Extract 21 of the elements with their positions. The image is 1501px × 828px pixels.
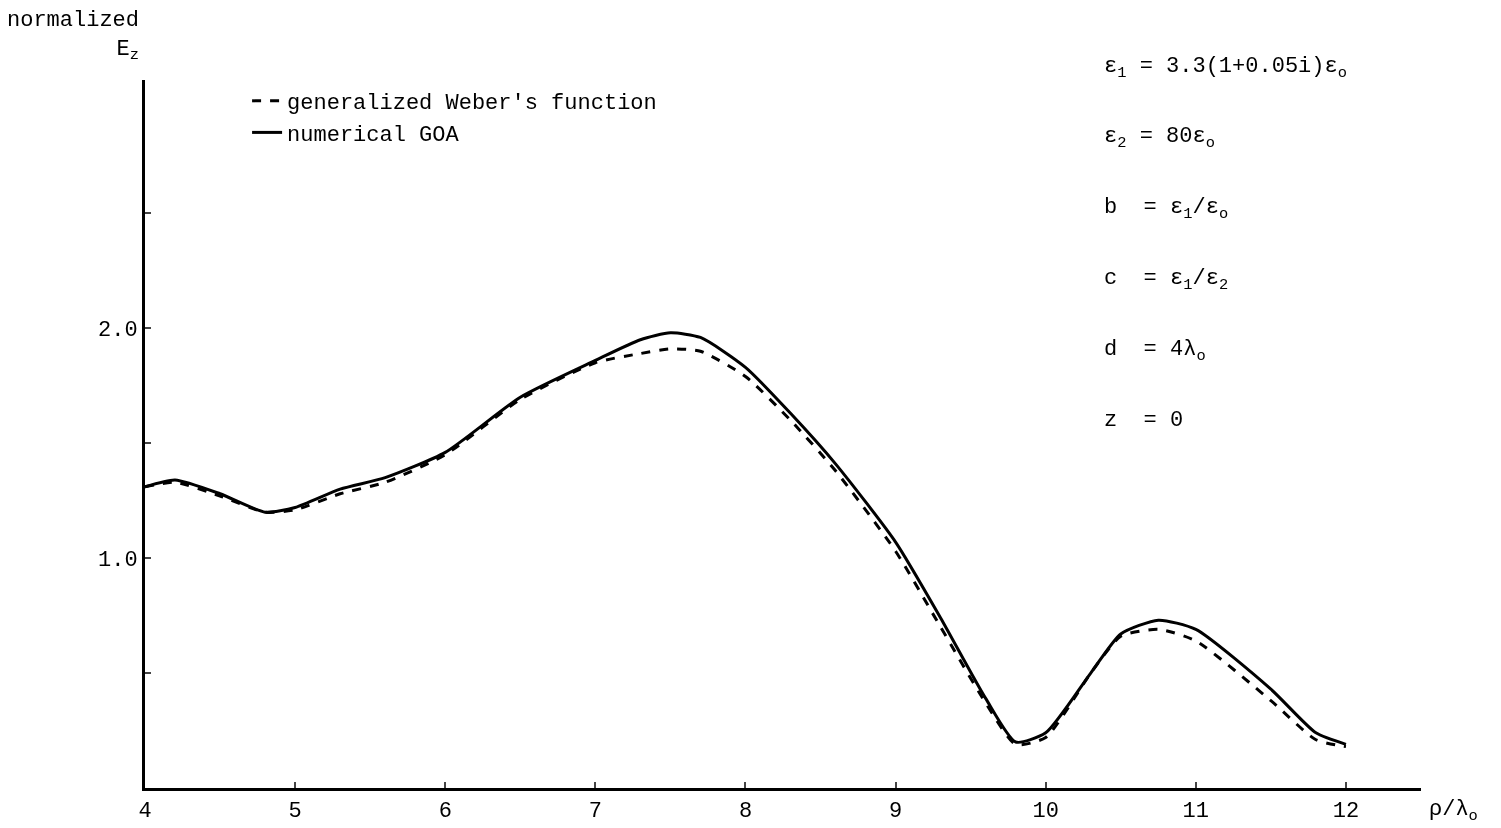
x-tick-label: 4 <box>138 799 152 825</box>
x-tick-label: 11 <box>1182 799 1210 825</box>
x-tick-label: 5 <box>288 799 302 825</box>
x-tick-label: 7 <box>588 799 602 825</box>
y-axis-title: normalized E$_{z}$ <box>7 8 140 65</box>
annotation: d = 4λ$_{o}$ <box>1104 337 1206 365</box>
y-tick-label: 2.0 <box>97 317 138 343</box>
legend-label: generalized Weber's function <box>287 91 657 117</box>
x-tick-label: 12 <box>1332 799 1360 825</box>
legend-label: numerical GOA <box>287 122 460 148</box>
x-axis-title: ρ/λ$_{o}$ <box>1429 797 1478 825</box>
annotation: b = ε$_{1}$/ε$_{o}$ <box>1104 195 1229 223</box>
x-tick-label: 9 <box>888 799 903 825</box>
annotation: ε$_{2}$ = 80ε$_{o}$ <box>1104 124 1215 152</box>
x-tick-label: 10 <box>1032 799 1059 825</box>
annotation: z = 0 <box>1104 408 1184 433</box>
x-tick-label: 8 <box>738 799 753 825</box>
annotation: ε$_{1}$ = 3.3(1+0.05i)ε$_{o}$ <box>1104 54 1347 82</box>
y-tick-label: 1.0 <box>97 547 138 573</box>
x-tick-label: 6 <box>438 799 452 825</box>
annotation: c = ε$_{1}$/ε$_{2}$ <box>1104 266 1229 294</box>
